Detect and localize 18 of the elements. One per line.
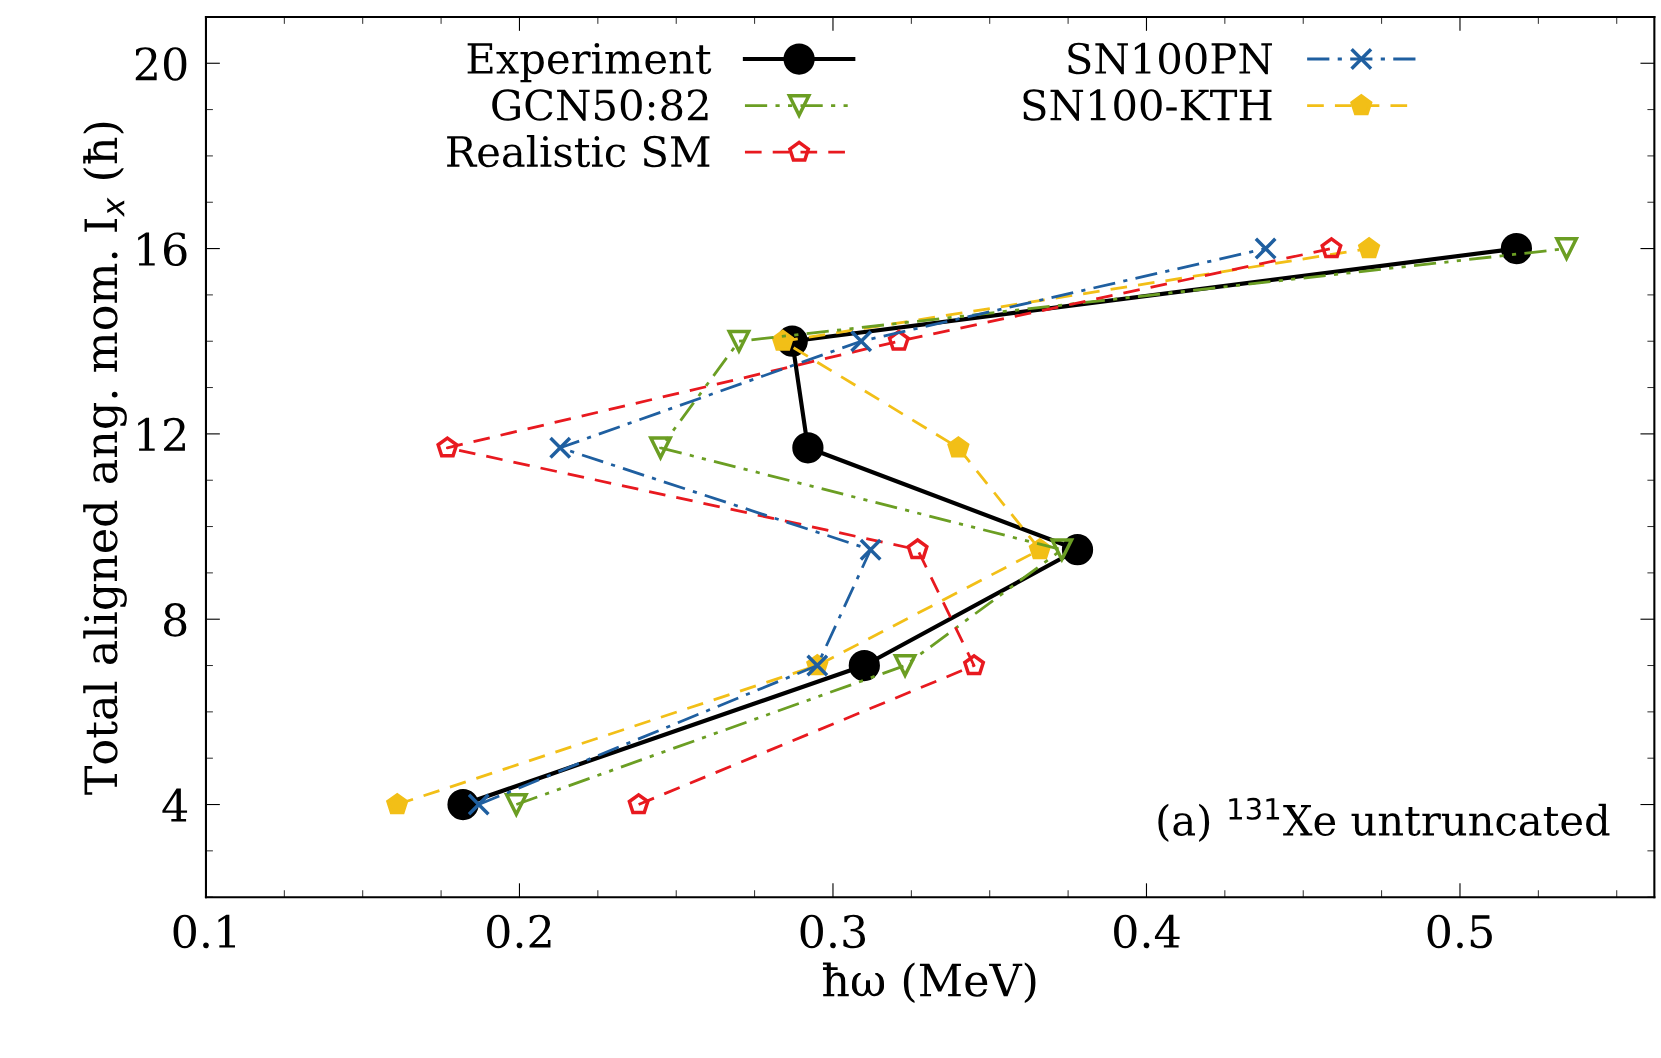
- legend-label: SN100PN: [1068, 42, 1272, 75]
- y-tick-label: 8: [163, 603, 187, 637]
- y-tick-label: 20: [135, 47, 187, 81]
- x-tick-label: 0.1: [173, 914, 235, 949]
- x-tick-label: 0.3: [800, 914, 866, 949]
- legend-label: GCN50:82: [492, 89, 708, 121]
- x-axis-title: ħω (MeV): [822, 962, 1036, 1004]
- y-axis-title: Total aligned ang. mom. I$_{x}$ (ħ): [83, 122, 127, 795]
- x-tick-label: 0.2: [487, 914, 551, 949]
- x-tick-label: 0.4: [1114, 914, 1180, 949]
- y-tick-label: 12: [138, 417, 185, 451]
- x-tick-label: 0.5: [1427, 914, 1492, 949]
- y-tick-label: 4: [162, 788, 188, 822]
- legend-label: Realistic SM: [447, 135, 710, 168]
- legend-label: SN100-KTH: [1023, 89, 1272, 121]
- annotation: (a) $^{131}$Xe untruncated: [1158, 797, 1610, 842]
- legend-label: Experiment: [467, 42, 712, 83]
- y-tick-label: 16: [138, 232, 187, 267]
